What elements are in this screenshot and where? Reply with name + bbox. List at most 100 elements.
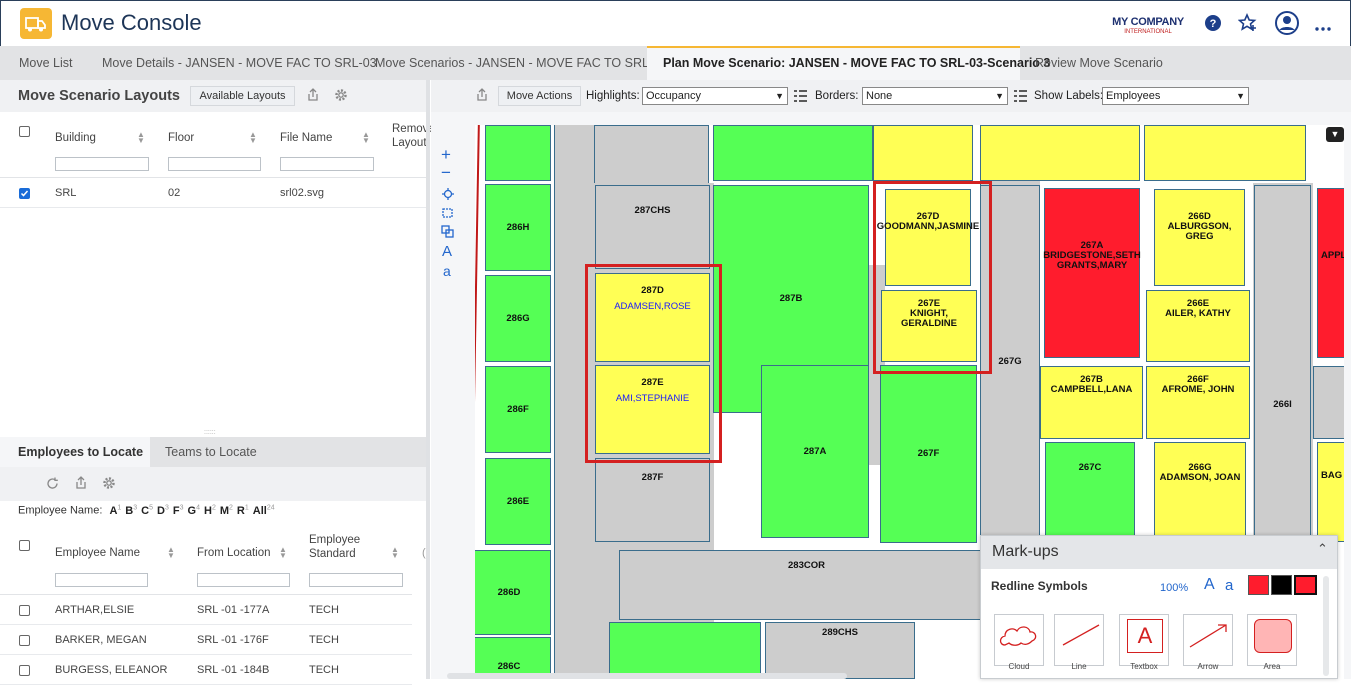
select-all-layouts-checkbox[interactable] (19, 126, 30, 137)
column-floor[interactable]: Floor (168, 132, 195, 144)
table-row[interactable]: BURGESS, ELEANOR SRL -01 -184B TECH (0, 655, 412, 685)
sort-icon[interactable]: ▲ ▼ (362, 130, 370, 145)
room-267d[interactable]: 267D GOODMANN,JASMINE (877, 189, 979, 286)
zoom-in-icon[interactable]: + (441, 145, 451, 164)
black-color-swatch[interactable] (1271, 575, 1292, 595)
red-color-swatch[interactable] (1248, 575, 1269, 595)
room-286c[interactable]: 286C (475, 637, 551, 679)
resize-handle[interactable]: :::::: (204, 429, 216, 436)
letter-filter-item[interactable]: R (236, 504, 245, 517)
table-row[interactable]: ARTHAR,ELSIE SRL -01 -177A TECH (0, 595, 412, 625)
font-large-icon[interactable]: A (442, 243, 453, 260)
room[interactable] (873, 125, 973, 181)
table-row[interactable]: SRL 02 srl02.svg (0, 178, 426, 208)
more-options-icon[interactable] (1315, 19, 1331, 31)
letter-filter-item[interactable]: M (219, 504, 230, 517)
floor-filter-input[interactable] (168, 157, 261, 171)
letter-filter-item[interactable]: All (252, 504, 267, 517)
area-tool[interactable] (1247, 614, 1297, 666)
collapse-chevron-icon[interactable]: ⌃ (1317, 541, 1328, 556)
room-bag[interactable]: BAG (1317, 442, 1344, 542)
panel-splitter[interactable] (426, 80, 430, 679)
room-appl[interactable]: APPL (1317, 188, 1344, 358)
building-filter-input[interactable] (55, 157, 149, 171)
letter-filter-item[interactable]: H (203, 504, 212, 517)
font-small-icon[interactable]: a (443, 263, 451, 279)
room-287d[interactable]: 287D ADAMSEN,ROSE (595, 273, 710, 362)
refresh-icon[interactable] (46, 477, 59, 495)
sort-icon[interactable]: ▲ ▼ (167, 545, 175, 560)
font-small-icon[interactable]: a (1225, 577, 1234, 594)
layer-toggle-icon[interactable]: ▼ (1326, 127, 1344, 142)
room-286e[interactable]: 286E (485, 458, 551, 545)
letter-filter-item[interactable]: D (157, 504, 165, 517)
tab-move-list[interactable]: Move List (19, 56, 73, 70)
move-actions-button[interactable]: Move Actions (498, 86, 581, 106)
room-266d[interactable]: 266D ALBURGSON, GREG (1154, 189, 1245, 286)
file-name-filter-input[interactable] (280, 157, 374, 171)
tab-review-move-scenario[interactable]: Review Move Scenario (1035, 56, 1163, 70)
borders-select[interactable]: None ▼ (862, 87, 1008, 105)
arrow-tool[interactable] (1183, 614, 1233, 666)
room-289chs[interactable]: 289CHS (765, 622, 915, 679)
available-layouts-button[interactable]: Available Layouts (190, 86, 295, 106)
sort-icon[interactable]: ▲ ▼ (137, 130, 145, 145)
room-267f[interactable]: 267F (880, 365, 977, 543)
room-267c[interactable]: 267C (1045, 442, 1135, 542)
settings-gear-icon[interactable] (102, 476, 116, 495)
standard-filter-input[interactable] (309, 573, 403, 587)
export-icon[interactable] (306, 88, 320, 107)
copy-layers-icon[interactable] (441, 225, 454, 243)
tab-move-details[interactable]: Move Details - JANSEN - MOVE FAC TO SRL-… (102, 56, 377, 70)
room-267e[interactable]: 267E KNIGHT, GERALDINE (881, 290, 977, 362)
letter-filter-item[interactable]: B (125, 504, 134, 517)
room-283cor[interactable]: 283COR (619, 550, 994, 620)
floor-plan-map[interactable]: 286H 286G 286F 286E 286D 286C 287CHS 287… (475, 125, 1344, 679)
tab-employees-to-locate[interactable]: Employees to Locate (0, 437, 150, 467)
tab-move-scenarios[interactable]: Move Scenarios - JANSEN - MOVE FAC TO SR… (375, 56, 667, 70)
letter-filter-item[interactable]: G (187, 504, 197, 517)
room-286g[interactable]: 286G (485, 275, 551, 362)
room[interactable] (713, 125, 873, 181)
export-icon[interactable] (475, 88, 489, 107)
tab-plan-move-scenario[interactable]: Plan Move Scenario: JANSEN - MOVE FAC TO… (647, 46, 1050, 80)
column-building[interactable]: Building (55, 132, 96, 144)
line-tool[interactable] (1054, 614, 1104, 666)
room-287a[interactable]: 287A (761, 365, 869, 538)
column-employee-standard[interactable]: Employee Standard (309, 534, 361, 560)
column-from-location[interactable]: From Location (197, 547, 271, 559)
sort-icon[interactable]: ▲ ▼ (279, 545, 287, 560)
vertical-scrollbar[interactable] (1323, 576, 1329, 676)
row-checkbox[interactable] (19, 635, 30, 646)
room[interactable] (485, 125, 551, 181)
help-icon[interactable]: ? (1203, 13, 1223, 33)
room-266g[interactable]: 266G ADAMSON, JOAN (1154, 442, 1246, 542)
room[interactable] (980, 125, 1140, 181)
room-267b[interactable]: 267B CAMPBELL,LANA (1040, 366, 1143, 439)
room-266e[interactable]: 266E AILER, KATHY (1146, 290, 1250, 362)
letter-filter-item[interactable]: F (172, 504, 180, 517)
column-remove-layout[interactable]: Remove Layout (392, 123, 435, 149)
letter-filter-item[interactable]: C (141, 504, 150, 517)
zoom-out-icon[interactable]: − (441, 163, 451, 182)
room[interactable] (1144, 125, 1306, 181)
room[interactable] (1313, 366, 1344, 439)
table-row[interactable]: BARKER, MEGAN SRL -01 -176F TECH (0, 625, 412, 655)
room-286d[interactable]: 286D (475, 550, 551, 635)
font-large-icon[interactable]: A (1204, 576, 1215, 593)
employee-name-filter-input[interactable] (55, 573, 148, 587)
room-287chs[interactable]: 287CHS (595, 185, 710, 269)
locate-target-icon[interactable] (442, 187, 454, 205)
settings-gear-icon[interactable] (334, 88, 348, 107)
room-286f[interactable]: 286F (485, 366, 551, 453)
select-all-employees-checkbox[interactable] (19, 540, 30, 551)
row-checkbox[interactable] (19, 665, 30, 676)
room-266f[interactable]: 266F AFROME, JOHN (1146, 366, 1250, 439)
room-286h[interactable]: 286H (485, 184, 551, 271)
room[interactable] (609, 622, 761, 679)
show-labels-select[interactable]: Employees ▼ (1102, 87, 1249, 105)
horizontal-scrollbar[interactable] (447, 673, 847, 679)
row-checkbox[interactable] (19, 188, 30, 199)
sort-icon[interactable]: ▲ ▼ (391, 545, 399, 560)
room-287e[interactable]: 287E AMI,STEPHANIE (595, 365, 710, 454)
